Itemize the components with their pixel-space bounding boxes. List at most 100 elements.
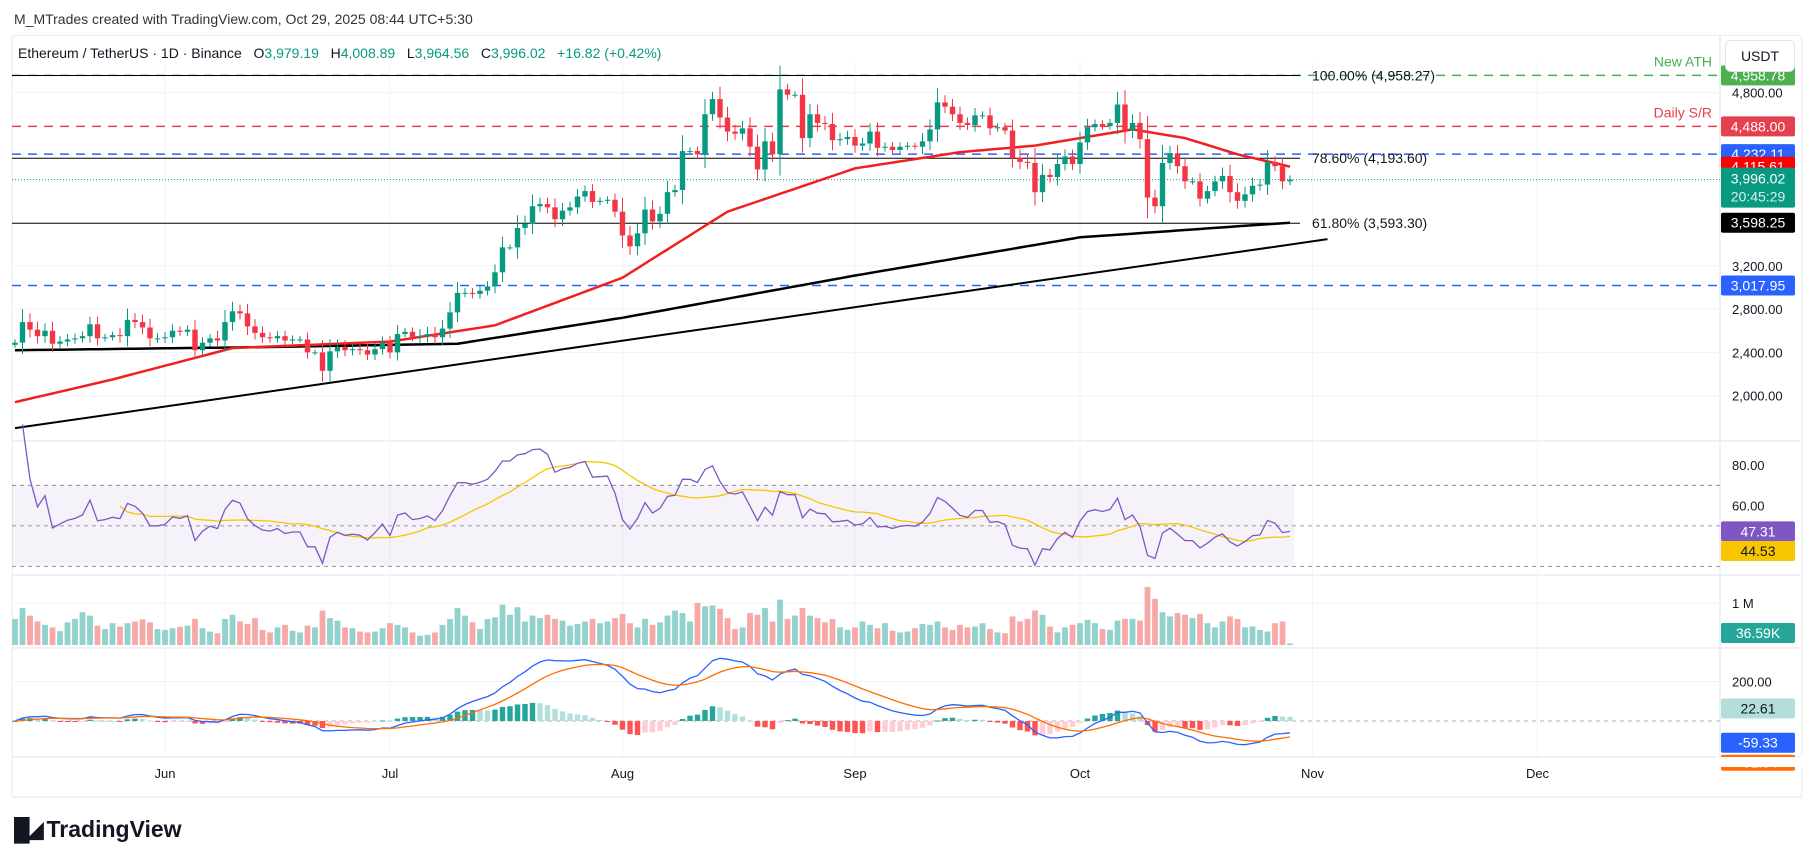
- volume-bar: [634, 627, 641, 645]
- macd-histogram-bar: [844, 721, 851, 732]
- volume-bar: [769, 621, 776, 645]
- macd-histogram-bar: [882, 721, 888, 733]
- volume-bar: [814, 618, 821, 645]
- x-tick-label: Jun: [155, 766, 176, 781]
- candle-body: [552, 207, 558, 220]
- macd-histogram-bar: [267, 721, 273, 723]
- symbol-name[interactable]: Ethereum / TetherUS · 1D · Binance: [18, 45, 242, 61]
- candle-body: [814, 114, 821, 123]
- volume-bar: [1114, 620, 1121, 645]
- macd-histogram-bar: [672, 721, 678, 725]
- candle-body: [34, 329, 41, 337]
- candle-body: [229, 311, 236, 323]
- volume-bar: [304, 625, 311, 645]
- macd-histogram-bar: [199, 721, 206, 724]
- tradingview-logo[interactable]: █◢ TradingView: [14, 816, 182, 843]
- candle-body: [514, 227, 521, 248]
- macd-histogram-bar: [349, 721, 356, 724]
- candle-body: [1287, 179, 1293, 182]
- volume-bar: [882, 623, 888, 645]
- candle-body: [822, 122, 828, 124]
- volume-bar: [102, 629, 108, 645]
- ma200-line: [14, 221, 1291, 352]
- candle-body: [312, 352, 318, 354]
- volume-bar: [499, 604, 506, 645]
- candle-body: [979, 115, 986, 117]
- macd-histogram-bar: [1077, 721, 1083, 723]
- macd-histogram-bar: [604, 721, 611, 722]
- macd-histogram-bar: [177, 721, 183, 722]
- candle-body: [244, 313, 251, 327]
- candle-body: [972, 115, 978, 126]
- candle-body: [1084, 127, 1091, 143]
- macd-histogram-bar: [1197, 721, 1203, 730]
- volume-bar: [1182, 614, 1188, 645]
- macd-histogram-bar: [1272, 715, 1278, 721]
- candle-body: [477, 290, 483, 294]
- volume-bar: [417, 635, 423, 645]
- macd-histogram-bar: [192, 721, 198, 724]
- volume-bar: [1144, 587, 1151, 645]
- macd-histogram-bar: [417, 716, 423, 721]
- fib-level-label: 61.80% (3,593.30): [1312, 215, 1427, 231]
- macd-histogram-bar: [1114, 710, 1121, 721]
- macd-histogram-bar: [154, 721, 161, 722]
- volume-bar: [537, 618, 543, 645]
- volume-bar: [274, 627, 281, 645]
- macd-histogram-bar: [312, 721, 318, 726]
- volume-bar: [837, 627, 843, 645]
- volume-bar: [777, 599, 783, 645]
- candle-body: [342, 346, 348, 351]
- macd-histogram-bar: [799, 721, 806, 724]
- candle-body: [1219, 175, 1226, 182]
- candle-body: [889, 146, 896, 150]
- currency-button[interactable]: USDT: [1725, 40, 1795, 72]
- candle-body: [874, 131, 881, 148]
- volume-bar: [1159, 612, 1166, 645]
- rsi-line: [21, 424, 1291, 567]
- candle-body: [957, 114, 963, 123]
- open-value: 3,979.19: [264, 45, 319, 61]
- macd-histogram-bar: [537, 703, 543, 721]
- candle-body: [349, 349, 356, 351]
- candle-body: [919, 141, 926, 147]
- bar-countdown: 20:45:29: [1731, 189, 1786, 205]
- level-price-tag: 4,488.00: [1731, 118, 1786, 134]
- volume-bar: [117, 626, 123, 645]
- close-value: 3,996.02: [490, 45, 546, 61]
- macd-histogram-bar: [1264, 717, 1271, 721]
- volume-bar: [1197, 613, 1203, 645]
- candle-body: [207, 338, 213, 343]
- macd-value-tag: -59.33: [1738, 735, 1778, 751]
- macd-histogram-bar: [439, 716, 446, 721]
- candle-body: [1242, 194, 1248, 201]
- candle-body: [364, 350, 371, 355]
- candle-body: [949, 106, 956, 115]
- macd-histogram-bar: [1099, 713, 1106, 721]
- macd-histogram-bar: [589, 717, 596, 721]
- candle-body: [184, 329, 191, 332]
- candle-body: [627, 235, 633, 247]
- volume-bar: [574, 624, 581, 645]
- volume-bar: [1204, 623, 1211, 645]
- macd-histogram-bar: [469, 709, 476, 721]
- ascending-trendline: [14, 238, 1328, 430]
- candle-body: [1144, 139, 1151, 198]
- candle-body: [589, 191, 596, 202]
- macd-histogram-bar: [222, 721, 228, 722]
- candle-body: [42, 330, 48, 337]
- rsi-ma-tag-bg: [1721, 541, 1795, 562]
- axis-mask: [1715, 757, 1805, 767]
- volume-bar: [469, 622, 476, 645]
- candle-body: [1062, 156, 1068, 165]
- macd-histogram-bar: [567, 713, 573, 721]
- volume-tick-label: 1 M: [1732, 596, 1754, 611]
- candle-body: [717, 99, 723, 118]
- volume-bar: [364, 632, 371, 645]
- candle-body: [1099, 123, 1106, 127]
- volume-bar: [507, 614, 513, 645]
- macd-histogram-bar: [552, 708, 558, 721]
- volume-bar: [319, 610, 326, 645]
- candle-body: [387, 342, 393, 353]
